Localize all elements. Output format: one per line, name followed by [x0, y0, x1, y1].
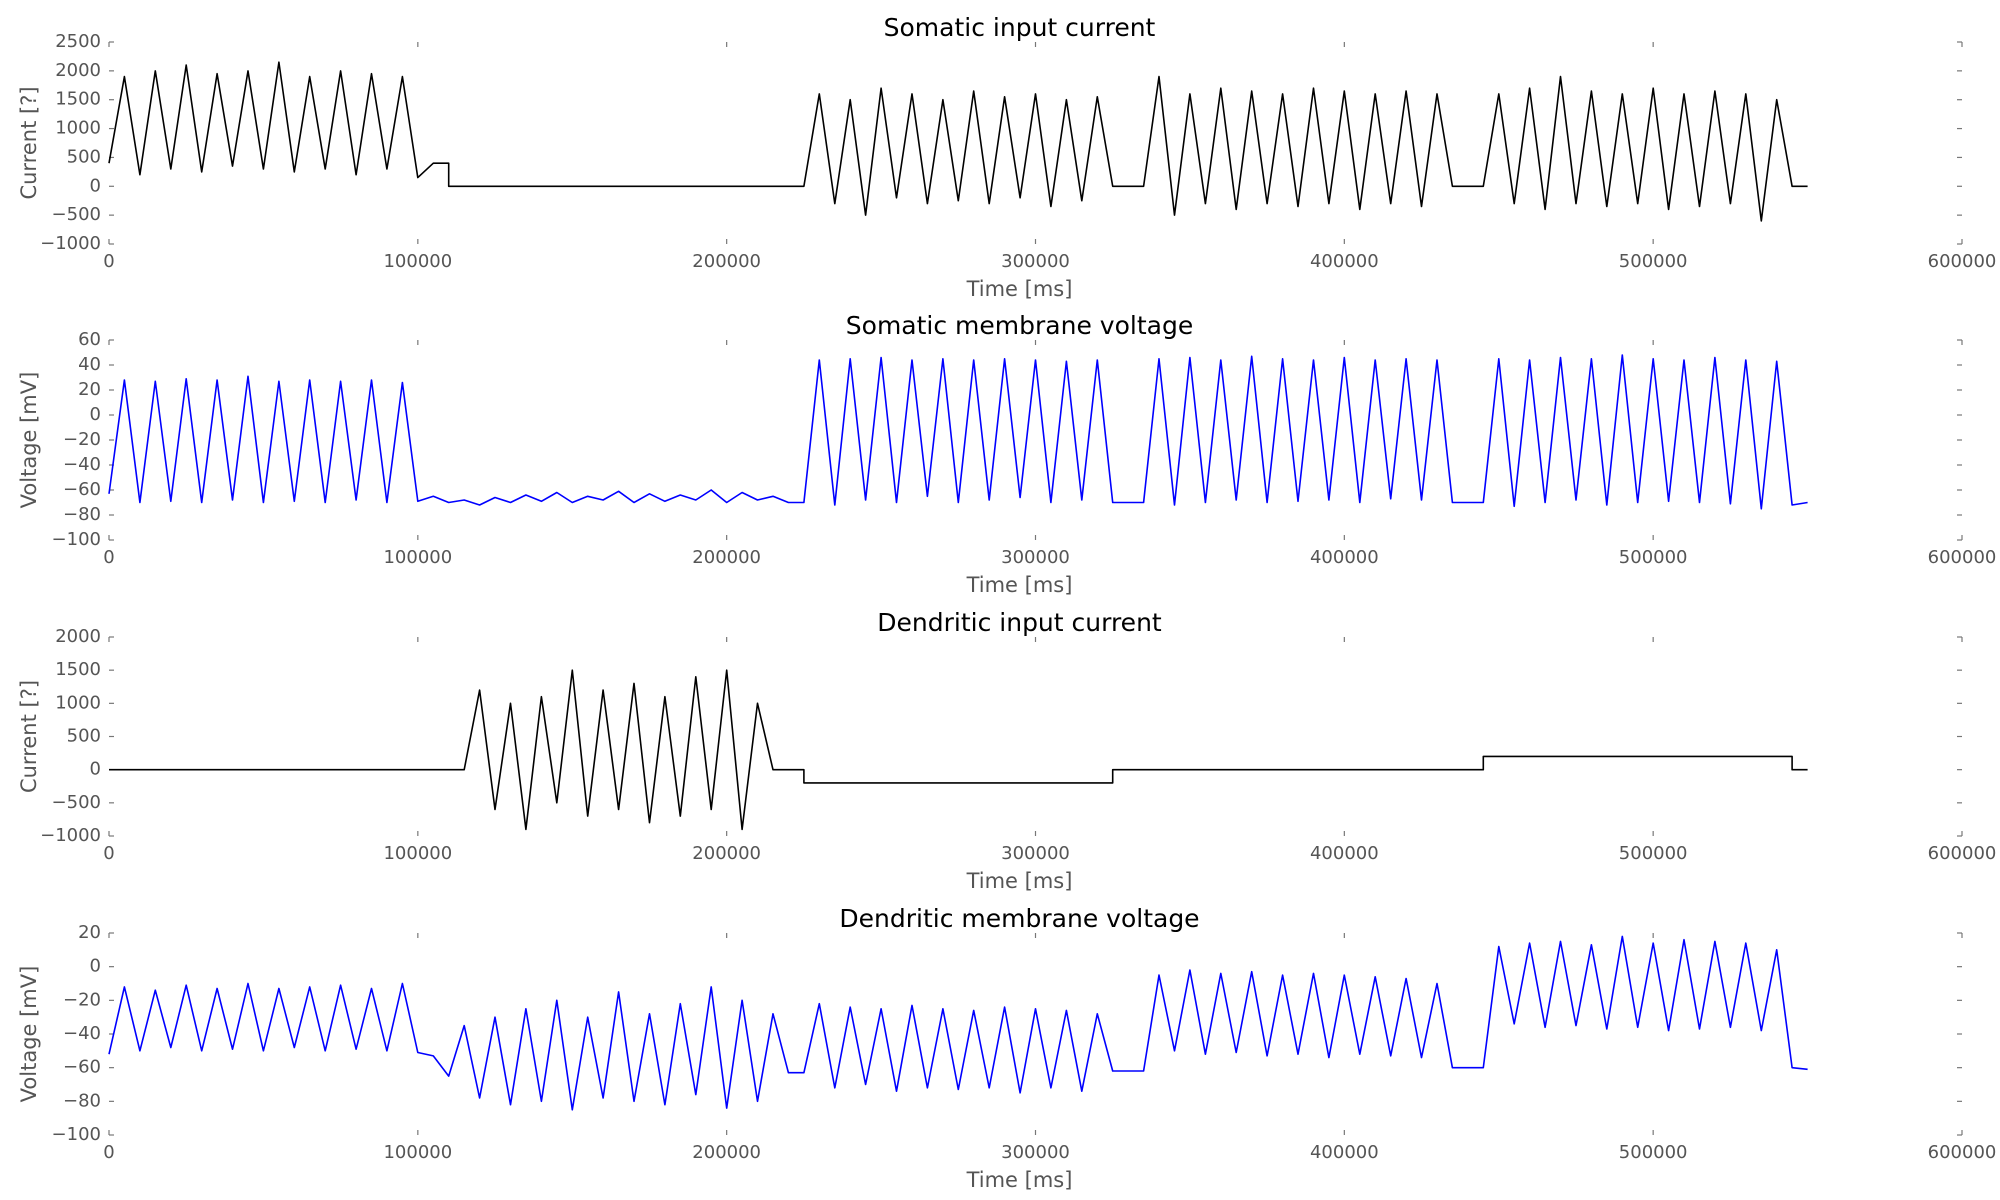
x-tick-label: 200000: [692, 843, 761, 864]
y-tick-label: 1500: [55, 89, 101, 110]
trace: [109, 669, 1808, 831]
y-tick-label: −40: [63, 454, 101, 475]
x-tick-label: 100000: [383, 547, 452, 568]
y-tick-label: 1500: [55, 659, 101, 680]
y-tick-label: 20: [78, 922, 101, 943]
y-tick-label: 1000: [55, 692, 101, 713]
x-tick-label: 400000: [1310, 1142, 1379, 1163]
x-tick-label: 0: [103, 547, 114, 568]
subplot: Dendritic input current Time [ms] Current …: [17, 608, 1996, 893]
x-tick-label: 300000: [1001, 547, 1070, 568]
y-tick-label: −60: [63, 1057, 101, 1078]
x-tick-label: 0: [103, 843, 114, 864]
y-tick-label: 1000: [55, 118, 101, 139]
x-tick-label: 500000: [1619, 843, 1688, 864]
y-tick-label: −80: [63, 1090, 101, 1111]
x-tick-label: 200000: [692, 547, 761, 568]
x-tick-label: 100000: [383, 251, 452, 272]
chart-title: Dendritic membrane voltage: [839, 904, 1199, 933]
x-axis-label: Time [ms]: [966, 869, 1073, 893]
y-axis-label: Voltage [mV]: [17, 372, 41, 509]
y-tick-label: −1000: [40, 233, 101, 254]
x-tick-label: 500000: [1619, 547, 1688, 568]
x-tick-label: 600000: [1928, 251, 1997, 272]
x-tick-label: 0: [103, 1142, 114, 1163]
chart-title: Somatic membrane voltage: [846, 311, 1193, 340]
y-tick-label: −500: [52, 792, 101, 813]
x-tick-label: 200000: [692, 251, 761, 272]
y-tick-label: −1000: [40, 825, 101, 846]
subplot: Somatic membrane voltage Time [ms] Voltage…: [17, 311, 1996, 597]
y-tick-label: 60: [78, 329, 101, 350]
x-tick-label: 400000: [1310, 547, 1379, 568]
y-tick-label: 0: [90, 175, 101, 196]
x-tick-label: 0: [103, 251, 114, 272]
subplot: Somatic input current Time [ms] Current [?…: [17, 13, 1996, 301]
trace: [108, 935, 1808, 1111]
y-tick-label: −100: [52, 529, 101, 550]
x-tick-label: 400000: [1310, 251, 1379, 272]
y-axis-label: Current [?]: [17, 86, 41, 199]
y-tick-label: 500: [67, 146, 101, 167]
y-tick-label: −20: [63, 429, 101, 450]
x-tick-label: 100000: [383, 843, 452, 864]
x-tick-label: 300000: [1001, 251, 1070, 272]
y-tick-label: 2000: [55, 60, 101, 81]
x-tick-label: 300000: [1001, 1142, 1070, 1163]
y-tick-label: 40: [78, 354, 101, 375]
y-tick-label: −500: [52, 204, 101, 225]
x-tick-label: 600000: [1928, 547, 1997, 568]
y-tick-label: −40: [63, 1023, 101, 1044]
y-tick-label: −80: [63, 504, 101, 525]
chart-title: Dendritic input current: [877, 608, 1162, 637]
x-tick-label: 600000: [1928, 843, 1997, 864]
x-axis-label: Time [ms]: [966, 1168, 1073, 1192]
y-tick-label: −60: [63, 479, 101, 500]
y-tick-label: −100: [52, 1124, 101, 1145]
y-tick-label: 2500: [55, 31, 101, 52]
x-axis-label: Time [ms]: [966, 573, 1073, 597]
y-tick-label: −20: [63, 989, 101, 1010]
x-tick-label: 500000: [1619, 1142, 1688, 1163]
y-tick-label: 0: [90, 759, 101, 780]
y-tick-label: 500: [67, 726, 101, 747]
y-axis-label: Current [?]: [17, 680, 41, 793]
y-axis-label: Voltage [mV]: [17, 966, 41, 1103]
x-tick-label: 100000: [383, 1142, 452, 1163]
y-tick-label: 20: [78, 379, 101, 400]
y-tick-label: 0: [90, 404, 101, 425]
y-tick-label: 0: [90, 956, 101, 977]
subplot: Dendritic membrane voltage Time [ms] Volta…: [17, 904, 1996, 1192]
chart-title: Somatic input current: [884, 13, 1156, 42]
trace: [108, 61, 1808, 222]
x-tick-label: 400000: [1310, 843, 1379, 864]
x-tick-label: 500000: [1619, 251, 1688, 272]
x-tick-label: 300000: [1001, 843, 1070, 864]
trace: [108, 354, 1808, 510]
y-tick-label: 2000: [55, 626, 101, 647]
x-tick-label: 600000: [1928, 1142, 1997, 1163]
x-axis-label: Time [ms]: [966, 277, 1073, 301]
x-tick-label: 200000: [692, 1142, 761, 1163]
